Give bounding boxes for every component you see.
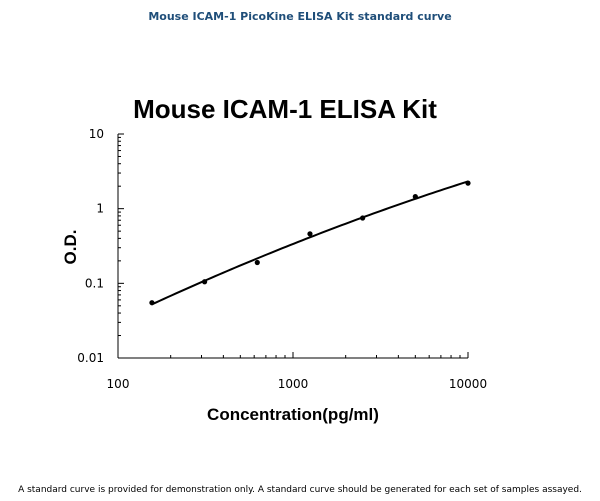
data-point	[149, 300, 155, 306]
y-tick-label: 10	[89, 127, 104, 141]
chart-title: Mouse ICAM-1 ELISA Kit	[133, 94, 437, 124]
data-point	[201, 279, 208, 285]
x-tick-label: 10000	[449, 377, 487, 391]
data-point	[307, 231, 313, 237]
data-point	[412, 194, 418, 200]
y-tick-label: 0.01	[77, 351, 104, 365]
data-point	[360, 215, 366, 221]
y-axis-label: O.D.	[61, 230, 80, 265]
fit-curve-layer	[151, 180, 469, 306]
x-axis-label: Concentration(pg/ml)	[207, 405, 379, 424]
x-tick-label: 1000	[278, 377, 309, 391]
data-point	[465, 180, 471, 186]
axes: 0.01 0.1 1 10 100 1000 10000	[77, 127, 487, 391]
standard-curve-chart: Mouse ICAM-1 ELISA Kit Concentration(pg/…	[61, 94, 487, 424]
x-tick-label: 100	[107, 377, 130, 391]
data-point	[254, 259, 260, 266]
page-heading: Mouse ICAM-1 PicoKine ELISA Kit standard…	[148, 10, 452, 23]
footnote: A standard curve is provided for demonst…	[18, 485, 582, 495]
y-tick-label: 1	[96, 202, 104, 216]
data-points-layer	[149, 180, 471, 306]
fit-curve	[151, 180, 469, 306]
y-tick-label: 0.1	[85, 276, 104, 290]
